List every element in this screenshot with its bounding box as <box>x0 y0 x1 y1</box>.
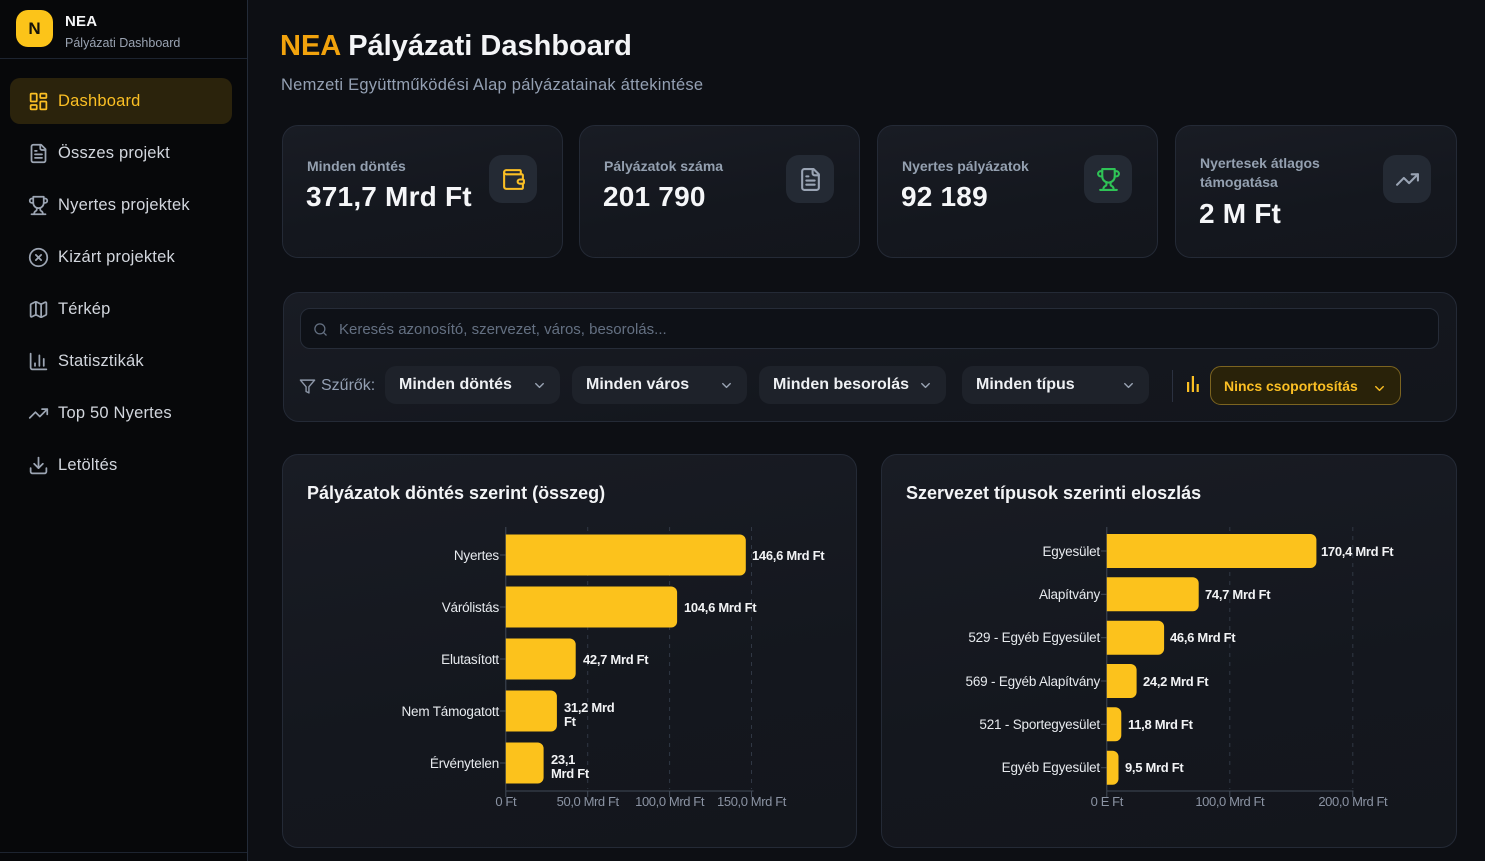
svg-text:Elutasított: Elutasított <box>441 652 499 667</box>
svg-text:Mrd Ft: Mrd Ft <box>551 766 590 781</box>
svg-text:104,6 Mrd Ft: 104,6 Mrd Ft <box>684 600 757 615</box>
svg-text:23,1: 23,1 <box>551 752 575 767</box>
svg-text:11,8 Mrd Ft: 11,8 Mrd Ft <box>1128 717 1194 732</box>
svg-text:Ft: Ft <box>564 714 577 729</box>
svg-text:Egyéb Egyesület: Egyéb Egyesület <box>1002 760 1101 775</box>
svg-text:31,2 Mrd: 31,2 Mrd <box>564 700 615 715</box>
svg-text:Nyertes: Nyertes <box>454 548 500 563</box>
svg-text:9,5 Mrd Ft: 9,5 Mrd Ft <box>1125 760 1184 775</box>
svg-text:0 E Ft: 0 E Ft <box>1091 794 1124 809</box>
svg-text:46,6 Mrd Ft: 46,6 Mrd Ft <box>1170 630 1236 645</box>
svg-text:0 Ft: 0 Ft <box>495 794 517 809</box>
svg-text:150,0 Mrd Ft: 150,0 Mrd Ft <box>717 794 787 809</box>
svg-text:100,0 Mrd Ft: 100,0 Mrd Ft <box>635 794 705 809</box>
svg-text:74,7 Mrd Ft: 74,7 Mrd Ft <box>1205 587 1271 602</box>
svg-text:529 - Egyéb Egyesület: 529 - Egyéb Egyesület <box>968 630 1100 645</box>
svg-text:Alapítvány: Alapítvány <box>1039 587 1100 602</box>
svg-text:Várólistás: Várólistás <box>442 600 500 615</box>
svg-text:146,6 Mrd Ft: 146,6 Mrd Ft <box>752 548 825 563</box>
svg-text:569 - Egyéb Alapítvány: 569 - Egyéb Alapítvány <box>966 674 1101 689</box>
svg-text:Nem Támogatott: Nem Támogatott <box>402 704 500 719</box>
svg-text:42,7 Mrd Ft: 42,7 Mrd Ft <box>583 652 649 667</box>
svg-text:Érvénytelen: Érvénytelen <box>430 756 499 771</box>
svg-text:100,0 Mrd Ft: 100,0 Mrd Ft <box>1195 794 1265 809</box>
svg-text:200,0 Mrd Ft: 200,0 Mrd Ft <box>1318 794 1388 809</box>
svg-text:170,4 Mrd Ft: 170,4 Mrd Ft <box>1321 544 1394 559</box>
svg-text:521 - Sportegyesület: 521 - Sportegyesület <box>979 717 1100 732</box>
svg-text:24,2 Mrd Ft: 24,2 Mrd Ft <box>1143 674 1209 689</box>
svg-text:50,0 Mrd Ft: 50,0 Mrd Ft <box>557 794 620 809</box>
svg-text:Egyesület: Egyesület <box>1043 544 1101 559</box>
